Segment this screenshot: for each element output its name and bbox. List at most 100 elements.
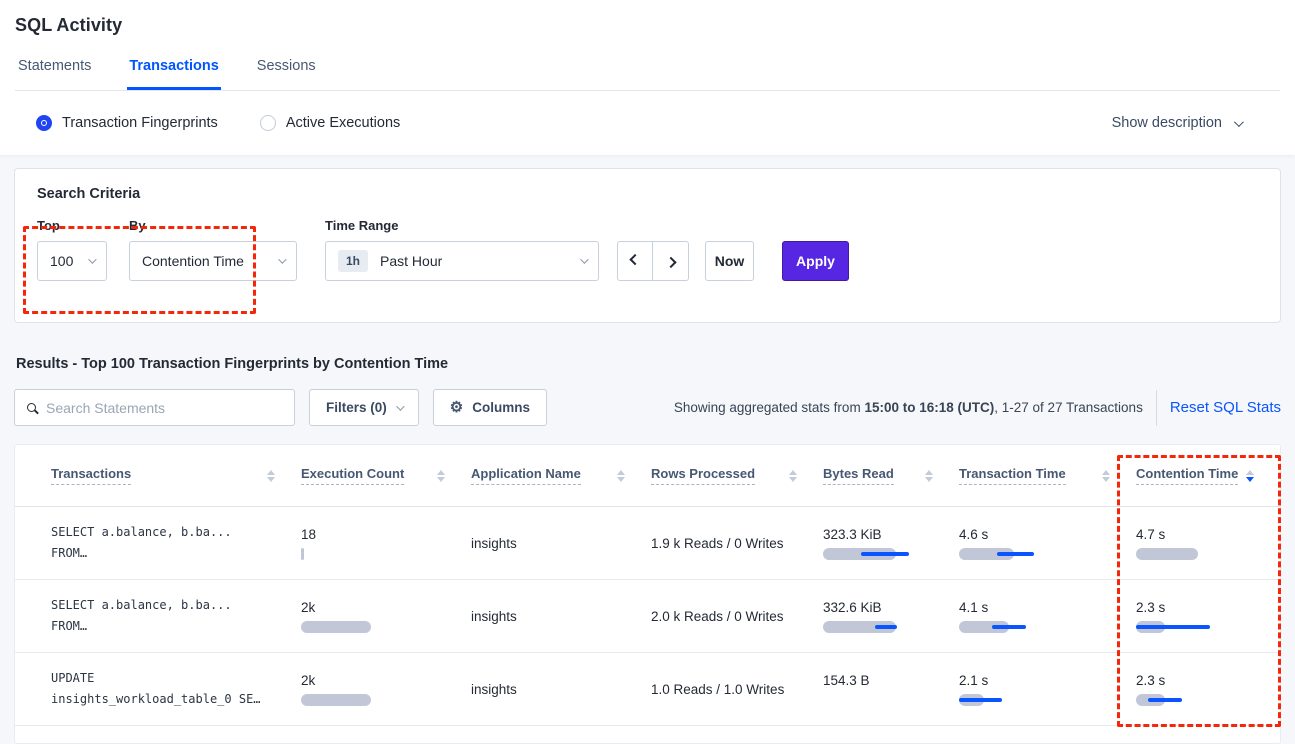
top-label: Top xyxy=(37,218,60,233)
rows-processed-cell: 2.0 k Reads / 0 Writes xyxy=(651,608,784,624)
transaction-time-bar xyxy=(959,693,1069,706)
apply-button[interactable]: Apply xyxy=(782,241,849,281)
results-toolbar: Filters (0) ⚙ Columns Showing aggregated… xyxy=(14,389,1281,426)
time-next-button[interactable] xyxy=(653,241,689,281)
transaction-time-bar xyxy=(959,547,1069,560)
filters-label: Filters (0) xyxy=(326,400,387,415)
sort-icon[interactable] xyxy=(617,469,625,482)
execution-count-bar xyxy=(301,693,411,706)
col-header-execution-count[interactable]: Execution Count xyxy=(301,466,471,485)
table-row[interactable]: SELECT a.balance, b.ba... FROM… 18 insig… xyxy=(15,507,1280,580)
time-step-buttons xyxy=(617,241,689,281)
by-label: By xyxy=(129,218,146,233)
top-field: Top 100 xyxy=(37,218,129,281)
sort-icon[interactable] xyxy=(925,469,933,482)
col-header-transaction-time[interactable]: Transaction Time xyxy=(959,466,1136,485)
sort-icon[interactable] xyxy=(789,469,797,482)
transaction-time-cell: 2.1 s xyxy=(959,673,1136,706)
radio-unselected-icon xyxy=(259,115,276,131)
sort-icon-active-desc[interactable] xyxy=(1246,469,1254,482)
tab-transactions[interactable]: Transactions xyxy=(127,58,221,90)
by-value: Contention Time xyxy=(142,253,244,269)
table-row[interactable]: SELECT a.balance, b.ba... FROM… 2k insig… xyxy=(15,580,1280,653)
results-heading: Results - Top 100 Transaction Fingerprin… xyxy=(16,356,449,372)
transaction-time-cell: 4.6 s xyxy=(959,527,1136,560)
contention-time-cell: 2.3 s xyxy=(1136,600,1280,633)
radio-transaction-fingerprints[interactable]: Transaction Fingerprints xyxy=(36,115,218,131)
show-description-label: Show description xyxy=(1111,115,1222,131)
top-select[interactable]: 100 xyxy=(37,241,107,281)
chevron-down-icon xyxy=(88,255,97,264)
contention-time-bar xyxy=(1136,693,1246,706)
aggregated-stats-text: Showing aggregated stats from 15:00 to 1… xyxy=(673,400,1143,415)
sort-icon[interactable] xyxy=(437,469,445,482)
bytes-read-bar xyxy=(823,547,933,560)
rows-processed-cell: 1.9 k Reads / 0 Writes xyxy=(651,535,784,551)
col-header-rows-processed[interactable]: Rows Processed xyxy=(651,466,823,485)
top-value: 100 xyxy=(50,253,74,269)
show-description-toggle[interactable]: Show description xyxy=(1111,115,1244,131)
radio-selected-icon xyxy=(36,115,52,131)
time-range-badge: 1h xyxy=(338,250,369,272)
chevron-down-icon xyxy=(580,255,589,264)
radio-label: Active Executions xyxy=(285,115,401,131)
filters-button[interactable]: Filters (0) xyxy=(309,389,419,426)
transaction-time-cell: 4.1 s xyxy=(959,600,1136,633)
application-name-cell: insights xyxy=(471,535,517,551)
search-icon xyxy=(27,403,36,412)
col-header-transactions[interactable]: Transactions xyxy=(51,466,301,485)
transaction-query-link[interactable]: UPDATE insights_workload_table_0 SE… xyxy=(51,671,261,706)
contention-time-cell: 2.3 s xyxy=(1136,673,1280,706)
page-header: SQL Activity Statements Transactions Ses… xyxy=(0,0,1295,91)
execution-count-cell: 2k xyxy=(301,600,471,633)
time-range-value: Past Hour xyxy=(380,253,443,269)
radio-active-executions[interactable]: Active Executions xyxy=(259,115,401,131)
transaction-time-bar xyxy=(959,620,1069,633)
time-prev-button[interactable] xyxy=(617,241,653,281)
page-title: SQL Activity xyxy=(15,15,123,35)
tab-sessions[interactable]: Sessions xyxy=(256,58,316,74)
time-range-label: Time Range xyxy=(325,218,399,233)
execution-count-cell: 2k xyxy=(301,673,471,706)
execution-count-bar xyxy=(301,547,411,560)
table-row[interactable]: UPDATE insights_workload_table_0 SE… 2k … xyxy=(15,653,1280,726)
tab-statements[interactable]: Statements xyxy=(18,58,92,74)
table-header-row: Transactions Execution Count Application… xyxy=(15,445,1280,507)
rows-processed-cell: 1.0 Reads / 1.0 Writes xyxy=(651,681,785,697)
now-button[interactable]: Now xyxy=(705,241,754,281)
contention-time-bar xyxy=(1136,620,1246,633)
transaction-query-link[interactable]: SELECT a.balance, b.ba... FROM… xyxy=(51,598,232,633)
search-criteria-heading: Search Criteria xyxy=(37,186,141,202)
transactions-table: Transactions Execution Count Application… xyxy=(14,444,1281,744)
application-name-cell: insights xyxy=(471,681,517,697)
col-header-application-name[interactable]: Application Name xyxy=(471,466,651,485)
reset-sql-stats-link[interactable]: Reset SQL Stats xyxy=(1169,399,1281,416)
application-name-cell: insights xyxy=(471,608,517,624)
columns-label: Columns xyxy=(472,400,530,415)
search-criteria-card: Search Criteria Top 100 By Contention Ti… xyxy=(14,168,1281,323)
chevron-down-icon xyxy=(395,401,405,411)
sort-icon[interactable] xyxy=(267,469,275,482)
contention-time-bar xyxy=(1136,547,1246,560)
chevron-down-icon xyxy=(278,255,287,264)
contention-time-cell: 4.7 s xyxy=(1136,527,1280,560)
bytes-read-cell: 154.3 B xyxy=(823,672,870,688)
tab-bar: Statements Transactions Sessions xyxy=(15,58,1280,91)
radio-label: Transaction Fingerprints xyxy=(62,115,218,131)
transaction-query-link[interactable]: SELECT a.balance, b.ba... FROM… xyxy=(51,525,232,560)
by-field: By Contention Time xyxy=(129,218,325,281)
chevron-right-icon xyxy=(664,256,677,269)
time-range-select[interactable]: 1h Past Hour xyxy=(325,241,599,281)
vertical-divider xyxy=(1155,389,1157,426)
sort-icon[interactable] xyxy=(1102,469,1110,482)
bytes-read-cell: 332.6 KiB xyxy=(823,600,959,633)
chevron-down-icon xyxy=(1233,116,1244,127)
columns-button[interactable]: ⚙ Columns xyxy=(432,389,547,426)
search-statements-input[interactable] xyxy=(46,399,282,416)
col-header-contention-time[interactable]: Contention Time xyxy=(1136,466,1280,485)
col-header-bytes-read[interactable]: Bytes Read xyxy=(823,466,959,485)
by-select[interactable]: Contention Time xyxy=(129,241,297,281)
search-statements-box xyxy=(14,389,295,426)
execution-count-cell: 18 xyxy=(301,527,471,560)
execution-count-bar xyxy=(301,620,411,633)
